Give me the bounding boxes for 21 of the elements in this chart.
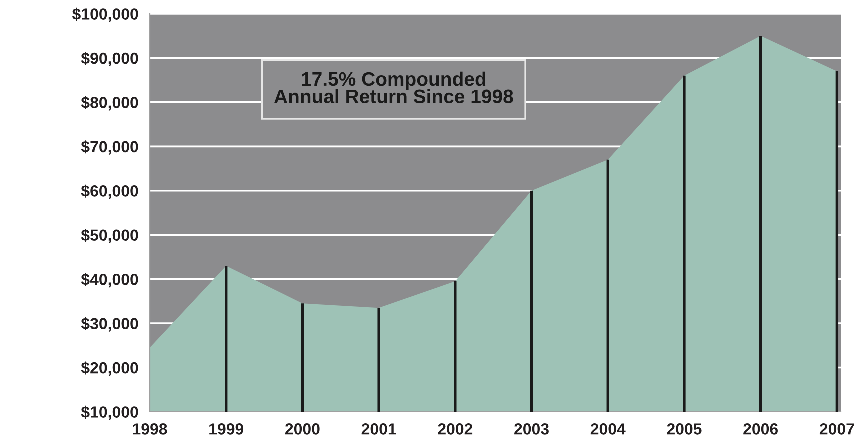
y-tick-label: $40,000 — [81, 273, 138, 288]
x-tick-label: 2003 — [514, 424, 549, 435]
x-tick-label: 1998 — [133, 424, 168, 435]
x-tick-label: 2004 — [590, 424, 626, 435]
x-tick-label: 2001 — [362, 424, 396, 435]
y-tick-label: $20,000 — [81, 362, 138, 376]
y-tick-label: $60,000 — [81, 184, 138, 200]
y-tick-label: $30,000 — [81, 317, 138, 332]
y-tick-label: $50,000 — [81, 229, 138, 244]
x-tick-label: 1999 — [210, 424, 244, 435]
x-tick-label: 2000 — [285, 424, 320, 435]
x-tick-label: 2007 — [820, 424, 854, 435]
x-tick-label: 2005 — [667, 424, 702, 435]
x-tick-label: 2002 — [438, 424, 473, 435]
y-tick-label: $70,000 — [81, 140, 138, 155]
annotation: 17.5% Compounded Annual Return Since 1998 — [274, 72, 514, 104]
x-tick-label: 2006 — [744, 424, 778, 435]
y-tick-label: $100,000 — [72, 8, 138, 22]
y-tick-label: $10,000 — [81, 406, 138, 420]
y-tick-label: $90,000 — [81, 52, 138, 66]
y-tick-label: $80,000 — [81, 96, 138, 111]
